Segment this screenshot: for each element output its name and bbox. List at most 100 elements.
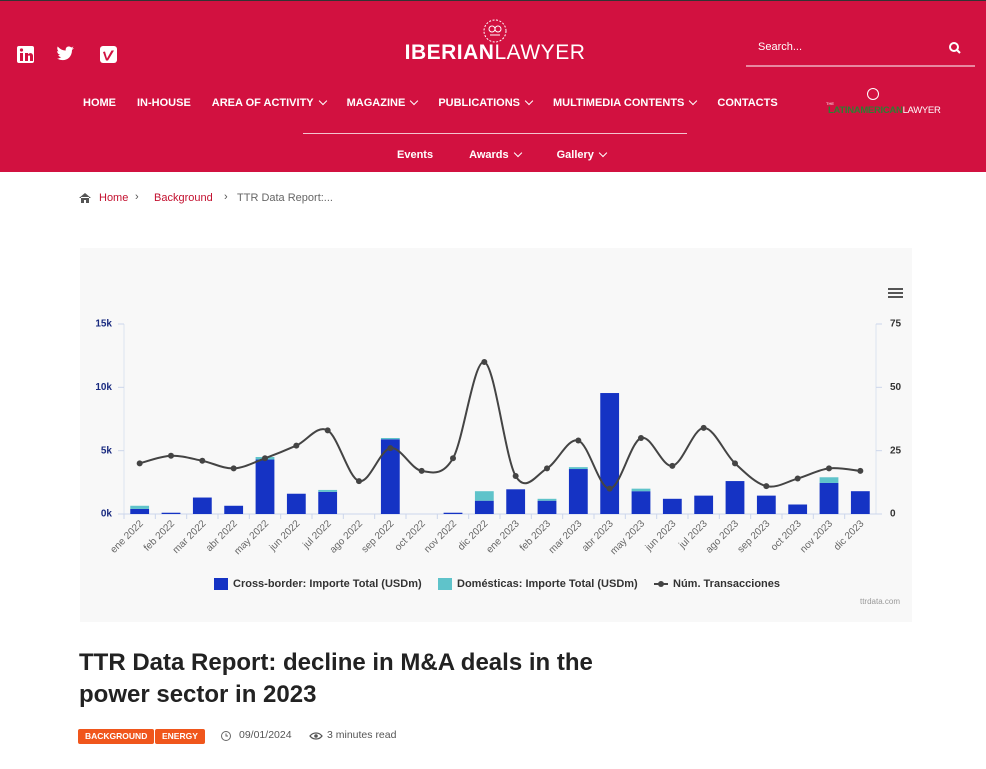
- bar: [318, 489, 338, 492]
- line-marker: [168, 452, 174, 459]
- meta-icons: [221, 731, 323, 741]
- bar: [756, 495, 776, 514]
- nav-item[interactable]: PUBLICATIONS: [438, 96, 534, 109]
- y-tick-label: 10k: [95, 382, 112, 393]
- y-tick-label: 0k: [101, 509, 113, 520]
- search-decor: [746, 42, 975, 67]
- breadcrumb-link[interactable]: Background: [154, 192, 213, 204]
- chart-bg: [80, 248, 912, 622]
- date: 09/01/2024: [239, 729, 292, 741]
- partner-logo[interactable]: THE LATINAMERICANLAWYER: [826, 87, 941, 123]
- bar: [568, 469, 588, 514]
- vimeo-icon[interactable]: [100, 46, 117, 63]
- nav-item[interactable]: IN-HOUSE: [137, 97, 191, 109]
- bar: [286, 493, 306, 514]
- legend-swatch: [214, 578, 228, 590]
- twitter-icon[interactable]: [57, 46, 74, 61]
- line-marker: [136, 460, 143, 467]
- nav-item[interactable]: HOME: [83, 97, 116, 109]
- line-marker: [512, 473, 519, 479]
- tag[interactable]: BACKGROUND: [78, 729, 155, 744]
- legend-label: Núm. Transacciones: [673, 578, 780, 590]
- line-marker: [262, 455, 268, 462]
- bar: [850, 491, 870, 514]
- nav-label: Awards: [469, 149, 509, 161]
- bar: [130, 505, 150, 509]
- y-tick-label: 5k: [101, 445, 113, 456]
- bar: [380, 438, 400, 440]
- line-marker: [418, 467, 425, 474]
- nav-label: HOME: [83, 97, 116, 109]
- nav-item[interactable]: MULTIMEDIA CONTENTS: [553, 96, 698, 109]
- main-nav: HOME IN-HOUSE AREA OF ACTIVITY MAGAZINE PUBL…: [83, 96, 778, 109]
- bar: [725, 481, 745, 514]
- nav-item[interactable]: Awards: [469, 148, 522, 161]
- breadcrumb-current: TTR Data Report:...: [237, 192, 333, 204]
- line-marker: [794, 475, 801, 482]
- legend-item[interactable]: Cross-border: Importe Total (USDm): [214, 578, 422, 590]
- partner-part: LAWYER: [902, 105, 941, 116]
- bar: [224, 505, 244, 514]
- y-tick-label: 15k: [95, 319, 112, 330]
- breadcrumb-link[interactable]: Home: [99, 192, 129, 204]
- home-icon: [79, 193, 91, 203]
- line-marker: [606, 485, 613, 492]
- line-marker: [293, 442, 300, 449]
- legend-label: Domésticas: Importe Total (USDm): [457, 578, 638, 590]
- legend-item[interactable]: Núm. Transacciones: [654, 578, 780, 590]
- read-time: 3 minutes read: [327, 729, 397, 741]
- nav-item[interactable]: Gallery: [557, 148, 608, 161]
- logo[interactable]: IBERIANLAWYER: [395, 41, 595, 65]
- article-title: TTR Data Report: decline in M&A deals in…: [79, 649, 593, 708]
- bar: [130, 508, 150, 514]
- partner-part: LATINAMERICAN: [828, 105, 903, 116]
- nav-label: MULTIMEDIA CONTENTS: [553, 97, 685, 109]
- line-marker: [669, 462, 676, 469]
- menu-icon[interactable]: [888, 288, 903, 298]
- line-marker: [356, 478, 362, 485]
- line-marker: [544, 465, 550, 472]
- bar: [788, 504, 808, 514]
- line-marker: [638, 435, 644, 441]
- nav-divider: [303, 133, 687, 134]
- nav-label: AREA OF ACTIVITY: [211, 97, 314, 109]
- line-marker: [230, 465, 237, 472]
- bar: [600, 393, 620, 514]
- bar: [474, 491, 494, 501]
- tag[interactable]: ENERGY: [155, 729, 205, 744]
- bar: [506, 489, 526, 514]
- nav-item[interactable]: MAGAZINE: [347, 96, 419, 109]
- bar: [631, 491, 651, 514]
- nav-label: CONTACTS: [717, 97, 778, 109]
- nav-item[interactable]: Events: [397, 149, 433, 161]
- logo-emblem: [483, 19, 507, 43]
- nav-label: PUBLICATIONS: [438, 97, 520, 109]
- line-marker: [857, 467, 864, 474]
- line-marker: [199, 457, 206, 464]
- bar: [474, 500, 494, 514]
- social-icons: [17, 46, 117, 63]
- bar: [255, 459, 275, 514]
- legend-label: Cross-border: Importe Total (USDm): [233, 578, 422, 590]
- logo-part: LAWYER: [494, 41, 586, 64]
- y2-tick-label: 50: [890, 382, 902, 393]
- y2-tick-label: 25: [890, 445, 902, 456]
- bar: [631, 488, 651, 492]
- logo-part: IBERIAN: [404, 41, 495, 64]
- header: IBERIANLAWYER Search... HOME IN-HOUSE AREA…: [0, 0, 986, 172]
- legend-swatch: [658, 581, 664, 587]
- line-marker: [387, 445, 394, 452]
- legend-item[interactable]: Domésticas: Importe Total (USDm): [438, 578, 638, 590]
- bar: [819, 477, 839, 483]
- nav-item[interactable]: CONTACTS: [717, 97, 777, 109]
- search-input[interactable]: Search...: [758, 41, 803, 53]
- bar: [537, 500, 557, 514]
- nav-item[interactable]: AREA OF ACTIVITY: [211, 96, 327, 109]
- nav-label: Events: [397, 149, 434, 161]
- nav-label: IN-HOUSE: [137, 97, 191, 109]
- bar: [694, 495, 714, 514]
- breadcrumb-sep: ›: [135, 191, 139, 203]
- line-marker: [481, 359, 488, 365]
- line-marker: [732, 460, 738, 467]
